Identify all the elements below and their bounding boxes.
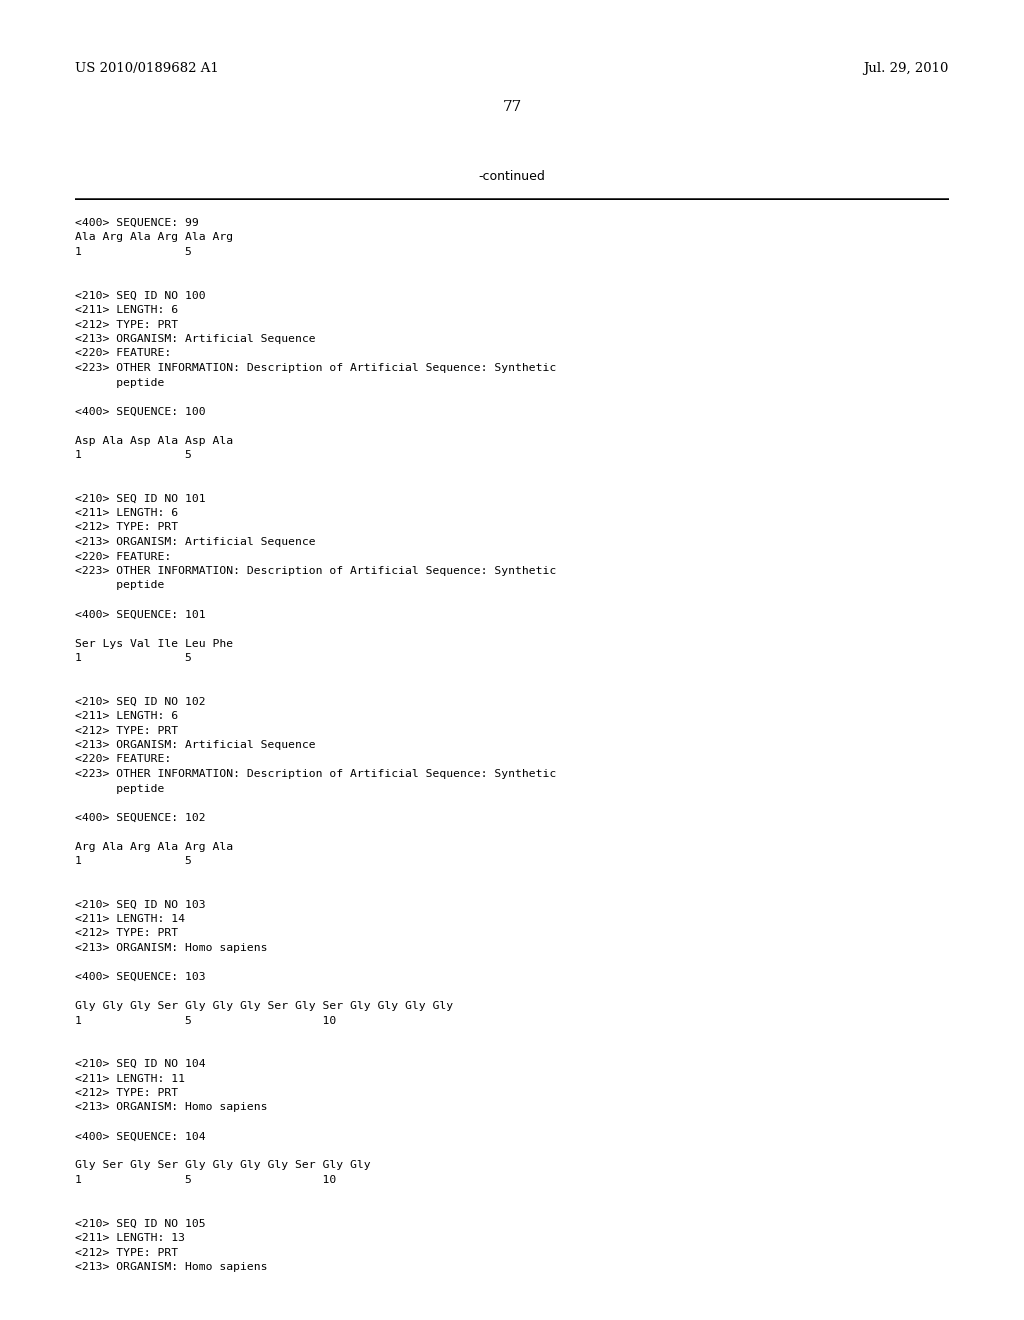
Text: 77: 77 (503, 100, 521, 114)
Text: <213> ORGANISM: Homo sapiens: <213> ORGANISM: Homo sapiens (75, 1262, 267, 1272)
Text: <223> OTHER INFORMATION: Description of Artificial Sequence: Synthetic: <223> OTHER INFORMATION: Description of … (75, 566, 556, 576)
Text: <213> ORGANISM: Homo sapiens: <213> ORGANISM: Homo sapiens (75, 942, 267, 953)
Text: <211> LENGTH: 11: <211> LENGTH: 11 (75, 1073, 185, 1084)
Text: <220> FEATURE:: <220> FEATURE: (75, 552, 171, 561)
Text: <213> ORGANISM: Artificial Sequence: <213> ORGANISM: Artificial Sequence (75, 334, 315, 345)
Text: US 2010/0189682 A1: US 2010/0189682 A1 (75, 62, 219, 75)
Text: <211> LENGTH: 6: <211> LENGTH: 6 (75, 711, 178, 721)
Text: <400> SEQUENCE: 102: <400> SEQUENCE: 102 (75, 813, 206, 822)
Text: 1               5: 1 5 (75, 247, 191, 257)
Text: <400> SEQUENCE: 101: <400> SEQUENCE: 101 (75, 610, 206, 619)
Text: peptide: peptide (75, 784, 165, 793)
Text: peptide: peptide (75, 378, 165, 388)
Text: <212> TYPE: PRT: <212> TYPE: PRT (75, 928, 178, 939)
Text: 1               5                   10: 1 5 10 (75, 1015, 336, 1026)
Text: <212> TYPE: PRT: <212> TYPE: PRT (75, 319, 178, 330)
Text: Gly Ser Gly Ser Gly Gly Gly Gly Ser Gly Gly: Gly Ser Gly Ser Gly Gly Gly Gly Ser Gly … (75, 1160, 371, 1171)
Text: Ser Lys Val Ile Leu Phe: Ser Lys Val Ile Leu Phe (75, 639, 233, 648)
Text: <210> SEQ ID NO 105: <210> SEQ ID NO 105 (75, 1218, 206, 1229)
Text: <210> SEQ ID NO 103: <210> SEQ ID NO 103 (75, 899, 206, 909)
Text: <211> LENGTH: 14: <211> LENGTH: 14 (75, 913, 185, 924)
Text: -continued: -continued (478, 170, 546, 183)
Text: <212> TYPE: PRT: <212> TYPE: PRT (75, 523, 178, 532)
Text: Gly Gly Gly Ser Gly Gly Gly Ser Gly Ser Gly Gly Gly Gly: Gly Gly Gly Ser Gly Gly Gly Ser Gly Ser … (75, 1001, 454, 1011)
Text: 1               5: 1 5 (75, 855, 191, 866)
Text: <210> SEQ ID NO 100: <210> SEQ ID NO 100 (75, 290, 206, 301)
Text: <400> SEQUENCE: 100: <400> SEQUENCE: 100 (75, 407, 206, 417)
Text: <400> SEQUENCE: 99: <400> SEQUENCE: 99 (75, 218, 199, 228)
Text: <210> SEQ ID NO 104: <210> SEQ ID NO 104 (75, 1059, 206, 1069)
Text: <213> ORGANISM: Artificial Sequence: <213> ORGANISM: Artificial Sequence (75, 537, 315, 546)
Text: <213> ORGANISM: Artificial Sequence: <213> ORGANISM: Artificial Sequence (75, 741, 315, 750)
Text: <213> ORGANISM: Homo sapiens: <213> ORGANISM: Homo sapiens (75, 1102, 267, 1113)
Text: Ala Arg Ala Arg Ala Arg: Ala Arg Ala Arg Ala Arg (75, 232, 233, 243)
Text: <210> SEQ ID NO 101: <210> SEQ ID NO 101 (75, 494, 206, 503)
Text: <212> TYPE: PRT: <212> TYPE: PRT (75, 1088, 178, 1098)
Text: <220> FEATURE:: <220> FEATURE: (75, 755, 171, 764)
Text: <211> LENGTH: 6: <211> LENGTH: 6 (75, 305, 178, 315)
Text: <210> SEQ ID NO 102: <210> SEQ ID NO 102 (75, 697, 206, 706)
Text: Jul. 29, 2010: Jul. 29, 2010 (863, 62, 949, 75)
Text: <223> OTHER INFORMATION: Description of Artificial Sequence: Synthetic: <223> OTHER INFORMATION: Description of … (75, 770, 556, 779)
Text: <400> SEQUENCE: 103: <400> SEQUENCE: 103 (75, 972, 206, 982)
Text: peptide: peptide (75, 581, 165, 590)
Text: <212> TYPE: PRT: <212> TYPE: PRT (75, 1247, 178, 1258)
Text: 1               5                   10: 1 5 10 (75, 1175, 336, 1185)
Text: <223> OTHER INFORMATION: Description of Artificial Sequence: Synthetic: <223> OTHER INFORMATION: Description of … (75, 363, 556, 374)
Text: <211> LENGTH: 6: <211> LENGTH: 6 (75, 508, 178, 517)
Text: <212> TYPE: PRT: <212> TYPE: PRT (75, 726, 178, 735)
Text: Asp Ala Asp Ala Asp Ala: Asp Ala Asp Ala Asp Ala (75, 436, 233, 446)
Text: <220> FEATURE:: <220> FEATURE: (75, 348, 171, 359)
Text: 1               5: 1 5 (75, 450, 191, 459)
Text: <400> SEQUENCE: 104: <400> SEQUENCE: 104 (75, 1131, 206, 1142)
Text: Arg Ala Arg Ala Arg Ala: Arg Ala Arg Ala Arg Ala (75, 842, 233, 851)
Text: <211> LENGTH: 13: <211> LENGTH: 13 (75, 1233, 185, 1243)
Text: 1               5: 1 5 (75, 653, 191, 663)
